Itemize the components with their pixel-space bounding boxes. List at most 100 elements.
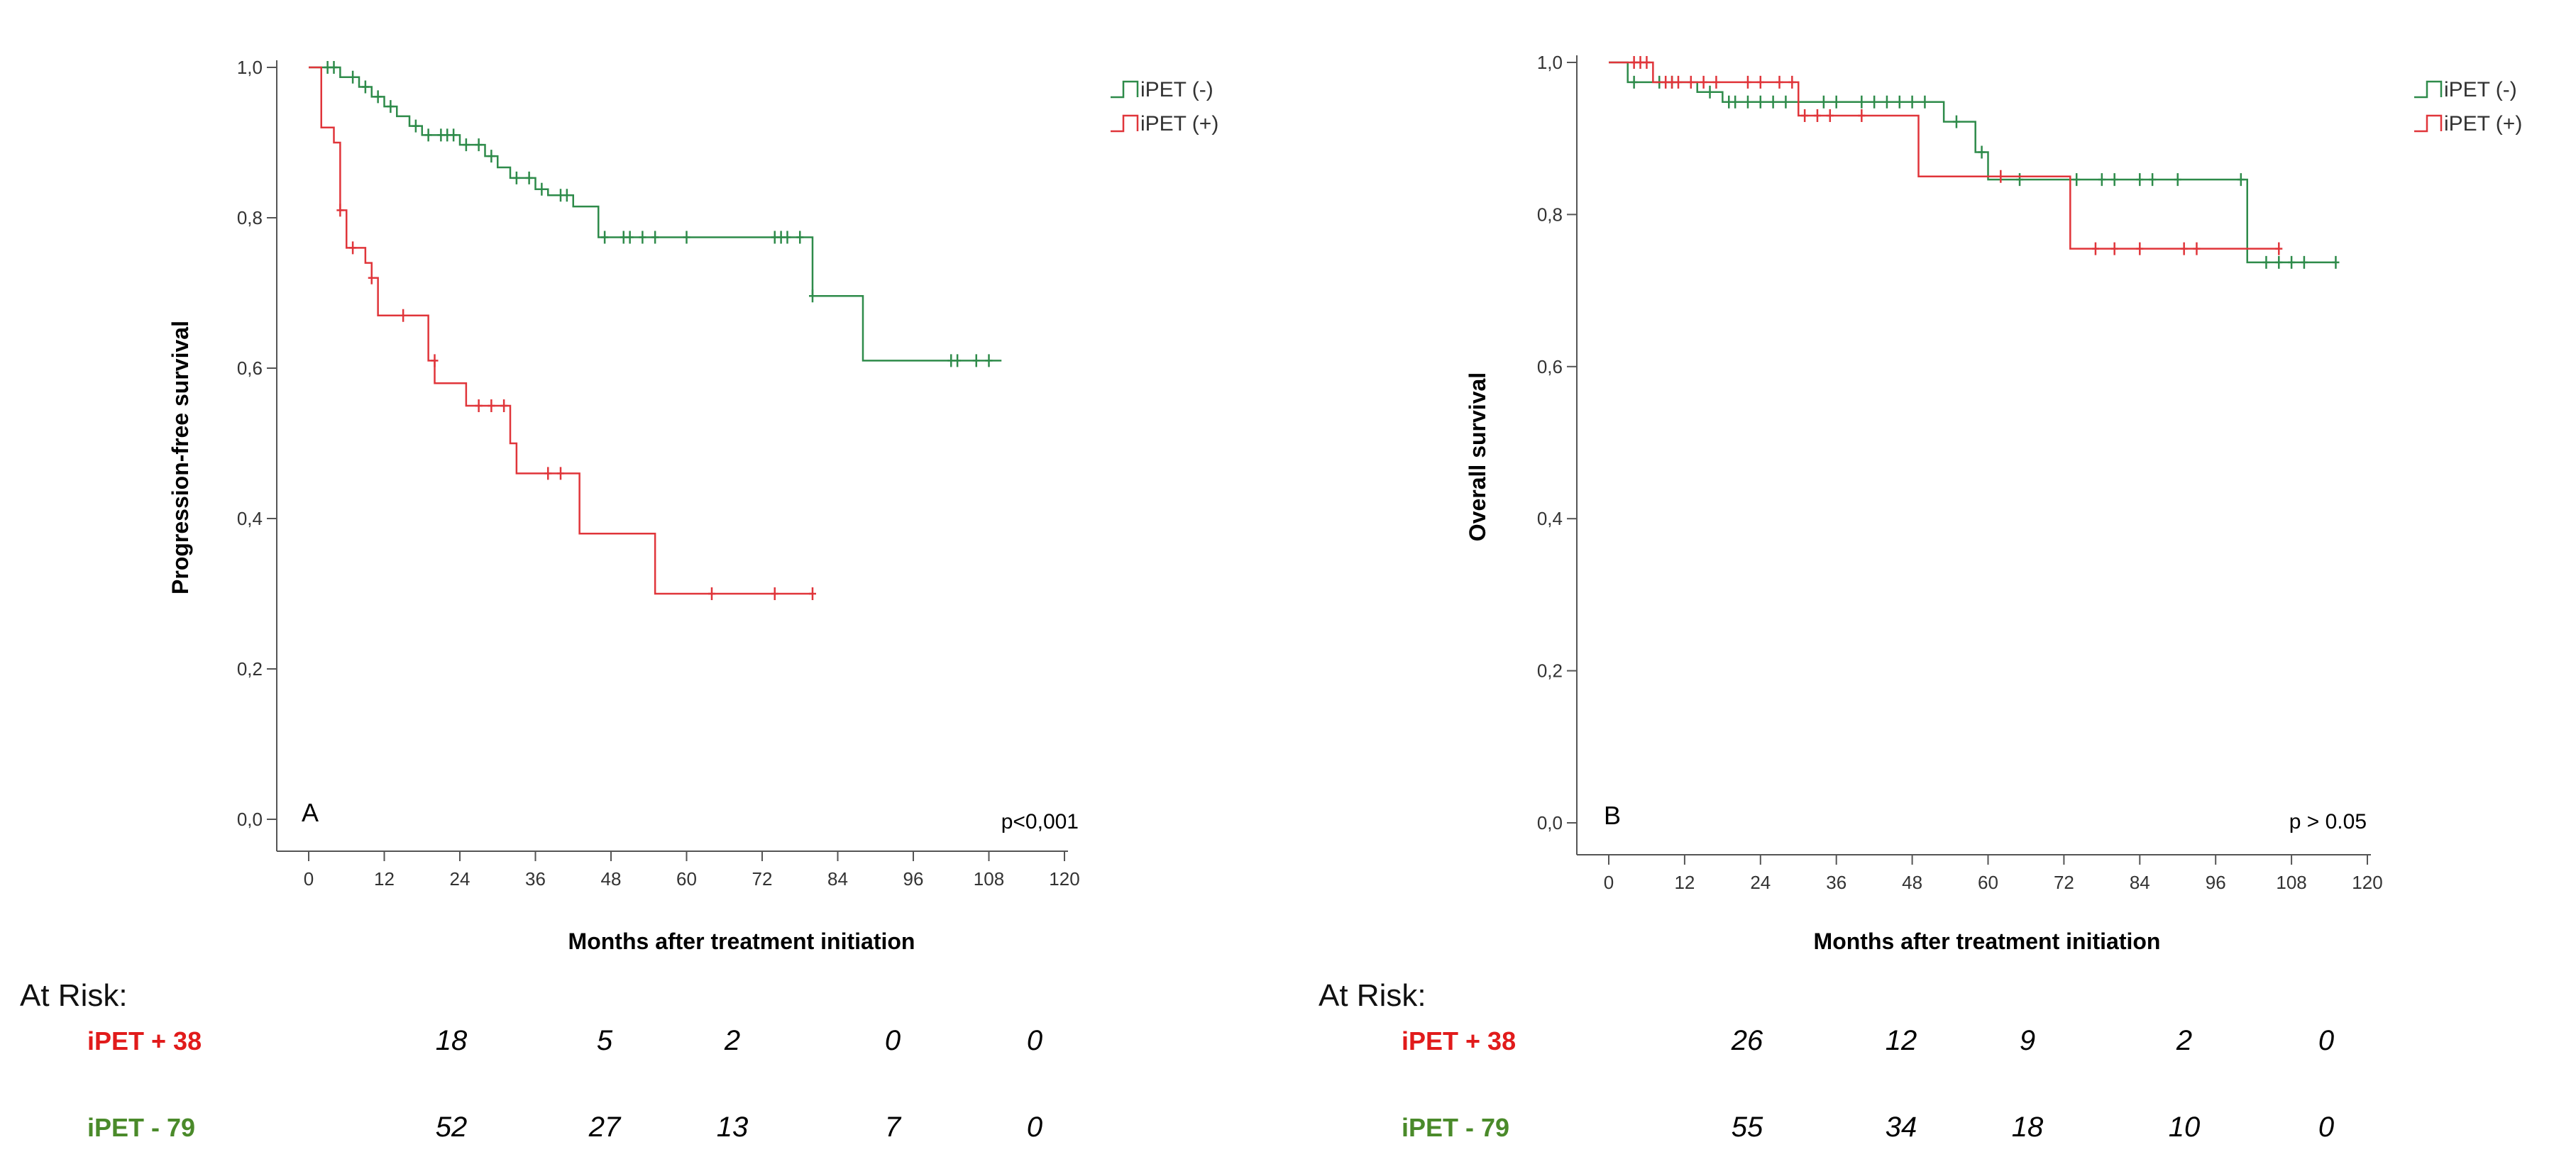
panel-b-x-tick-label: 96 <box>2206 872 2226 893</box>
panel-a-x-tick-label: 60 <box>676 868 697 890</box>
panel-b-ipet-negative-censor-mark <box>2262 255 2270 269</box>
panel-b-ipet-negative-censor-mark <box>1756 95 1764 109</box>
panel-a-y-tick-label: 1,0 <box>237 57 263 78</box>
panel-b-ipet-positive-censor-mark <box>1662 75 1670 89</box>
panel-a-ipet-negative-censor-mark <box>324 61 331 74</box>
panel-b-ipet-negative-censor-mark <box>2300 255 2308 269</box>
panel-b-y-tick-label: 0,2 <box>1537 660 1563 682</box>
panel-a-ipet-negative-censor-mark <box>361 80 369 94</box>
panel-b-ipet-negative-censor-mark <box>1921 95 1929 109</box>
panel-a-ipet-positive-curve <box>309 66 813 595</box>
panel-b-ipet-positive-censor-mark <box>2193 242 2201 255</box>
panel-b-x-tick-label: 120 <box>2352 872 2382 893</box>
panel-a-at-risk-ipet-positive-count: 5 <box>597 1025 613 1056</box>
panel-a-ipet-negative-censor-mark <box>601 231 609 244</box>
panel-b-ipet-negative-censor-mark <box>1883 95 1890 109</box>
panel-a-ipet-negative-censor-mark <box>538 182 546 196</box>
panel-b-ipet-negative-censor-mark <box>1630 75 1638 89</box>
panel-b-at-risk-ipet-negative-count: 34 <box>1886 1112 1917 1143</box>
panel-b-at-risk-table: At Risk: iPET + 38 26 12 9 2 0 iPET - 79 55 34 18 1… <box>1319 978 2334 1143</box>
panel-a-ipet-positive-censor-mark <box>544 467 552 480</box>
panel-b-at-risk-ipet-negative-label: iPET - 79 <box>1402 1113 1509 1142</box>
panel-b-x-tick-label: 108 <box>2276 872 2306 893</box>
panel-b-at-risk-ipet-positive-count: 12 <box>1886 1025 1917 1056</box>
panel-b-at-risk-ipet-positive-count: 2 <box>2176 1025 2192 1056</box>
panel-a-ipet-negative-censor-mark <box>972 354 980 367</box>
panel-a-ipet-negative-censor-mark <box>525 171 533 184</box>
panel-a-ipet-negative-censor-mark <box>639 231 646 244</box>
panel-a-x-tick-label: 96 <box>903 868 924 890</box>
panel-a-ipet-negative-censor-mark <box>488 150 495 163</box>
panel-a-ipet-negative-censor-mark <box>796 231 804 244</box>
panel-b-ipet-positive-censor-mark <box>2136 242 2144 255</box>
panel-b-ipet-positive-censor-mark <box>2180 242 2188 255</box>
panel-a-ipet-positive-censor-mark <box>557 467 564 480</box>
panel-a-ipet-negative-censor-mark <box>771 231 778 244</box>
panel-b-ipet-negative-censor-mark <box>2275 255 2283 269</box>
panel-b-y-tick-label: 0,4 <box>1537 508 1563 529</box>
panel-a-legend-ipet-positive-swatch <box>1111 114 1139 133</box>
panel-b-ipet-positive-censor-mark <box>2091 242 2099 255</box>
panel-b-x-tick-label: 60 <box>1978 872 1998 893</box>
panel-a-ipet-positive-censor-mark <box>488 399 495 412</box>
panel-a-ipet-negative-censor-mark <box>374 90 382 104</box>
panel-b-legend-ipet-positive-swatch <box>2414 114 2443 133</box>
panel-b-ipet-negative-censor-mark <box>1769 95 1777 109</box>
panel-a-ipet-positive-censor-mark <box>771 587 778 600</box>
panel-b-ipet-negative-censor-mark <box>2136 173 2144 187</box>
panel-b-ipet-positive-censor-mark <box>1712 75 1720 89</box>
panel-a-legend-ipet-negative-label: iPET (-) <box>1140 78 1213 101</box>
panel-b-ipet-negative-curve <box>1609 61 2336 264</box>
panel-a-letter: A <box>302 798 319 827</box>
panel-b-at-risk-ipet-positive-label: iPET + 38 <box>1402 1026 1516 1056</box>
panel-a-ipet-negative-censor-mark <box>626 231 634 244</box>
panel-b-ipet-positive-censor-mark <box>1776 75 1783 89</box>
panel-a-ipet-negative-censor-mark <box>387 100 395 113</box>
panel-b-ipet-negative-censor-mark <box>2149 173 2157 187</box>
panel-b-ipet-negative-censor-mark <box>2174 173 2181 187</box>
panel-b-y-axis-title: Overall survival <box>1465 372 1490 541</box>
panel-b-y-tick-label: 0,0 <box>1537 812 1563 833</box>
panel-b-ipet-positive-censor-mark <box>1687 75 1695 89</box>
panel-b-ipet-negative-censor-mark <box>1732 95 1739 109</box>
panel-a-y-axis-title: Progression-free survival <box>167 321 193 594</box>
panel-b-ipet-negative-censor-mark <box>1725 95 1733 109</box>
panel-a-ipet-negative-censor-mark <box>783 231 791 244</box>
panel-a-ipet-negative-censor-mark <box>437 128 445 142</box>
panel-a-ipet-positive-censor-mark <box>336 204 344 217</box>
panel-a-ipet-positive-censor-mark <box>431 354 439 367</box>
panel-b-x-axis-title: Months after treatment initiation <box>1814 929 2161 954</box>
panel-a-at-risk-ipet-negative-count: 13 <box>717 1112 749 1143</box>
panel-b-p-value: p > 0.05 <box>2289 810 2367 833</box>
panel-b-at-risk-ipet-negative-count: 10 <box>2169 1112 2201 1143</box>
panel-b-ipet-negative-censor-mark <box>1744 95 1751 109</box>
panel-a-ipet-negative-censor-mark <box>651 231 659 244</box>
panel-a-chart: 0,0 0,2 0,4 0,6 0,8 1,0 0 12 24 36 48 60 72 84 96 108 12… <box>167 57 1218 954</box>
panel-a-at-risk-ipet-negative-count: 0 <box>1027 1112 1042 1143</box>
panel-b-ipet-negative-censor-mark <box>1895 95 1903 109</box>
panel-a-at-risk-ipet-positive-count: 0 <box>1027 1025 1042 1056</box>
panel-a-at-risk-heading: At Risk: <box>20 978 128 1013</box>
panel-b-ipet-positive-censor-mark <box>1744 75 1751 89</box>
panel-a-ipet-negative-censor-mark <box>412 119 419 133</box>
panel-b-y-tick-label: 0,6 <box>1537 356 1563 377</box>
panel-a-ipet-negative-censor-mark <box>450 128 458 142</box>
panel-a-at-risk-ipet-negative-count: 27 <box>588 1112 622 1143</box>
panel-a-y-tick-label: 0,6 <box>237 358 263 379</box>
panel-b-x-tick-label: 0 <box>1604 872 1614 893</box>
panel-a-ipet-negative-censor-mark <box>557 189 564 202</box>
panel-b-chart: 0,0 0,2 0,4 0,6 0,8 1,0 0 12 24 36 48 60 72 84 96 108 12… <box>1465 52 2522 954</box>
panel-b-ipet-positive-censor-mark <box>1813 109 1821 123</box>
panel-b-legend-ipet-positive-label: iPET (+) <box>2444 112 2522 135</box>
panel-b-ipet-negative-censor-mark <box>1952 115 1960 128</box>
panel-b-at-risk-ipet-negative-count: 18 <box>2012 1112 2044 1143</box>
panel-a-ipet-negative-censor-mark <box>620 231 627 244</box>
panel-a-at-risk-ipet-positive-count: 2 <box>724 1025 740 1056</box>
panel-b-ipet-positive-censor-mark <box>1643 56 1651 69</box>
panel-b-ipet-positive-censor-mark <box>1997 170 2005 183</box>
panel-b-at-risk-ipet-positive-count: 0 <box>2318 1025 2334 1056</box>
panel-b-ipet-positive-censor-mark <box>1801 109 1809 123</box>
panel-a-legend-ipet-positive-label: iPET (+) <box>1140 112 1218 135</box>
panel-a-y-tick-label: 0,0 <box>237 809 263 830</box>
